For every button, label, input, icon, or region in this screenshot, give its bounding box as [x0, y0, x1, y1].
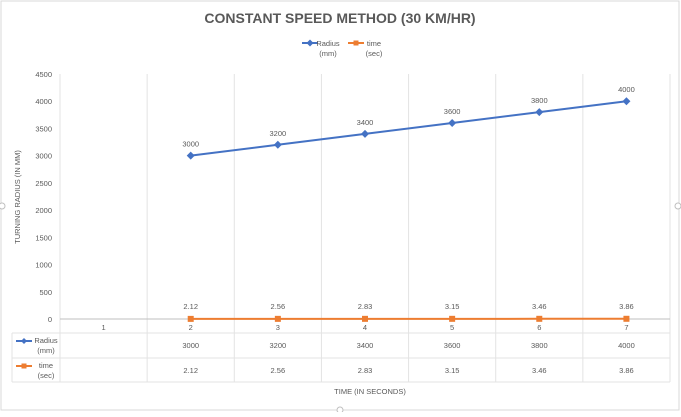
resize-handle-left[interactable]	[0, 203, 5, 209]
table-cell: 2.12	[183, 366, 198, 375]
data-point	[623, 316, 629, 322]
data-label: 4000	[618, 85, 635, 94]
data-label: 3.86	[619, 302, 634, 311]
y-tick-label: 500	[39, 288, 52, 297]
y-tick-label: 4500	[35, 70, 52, 79]
resize-handle-bottom[interactable]	[337, 407, 343, 412]
table-cell: 3.46	[532, 366, 547, 375]
legend-label: (sec)	[366, 49, 383, 58]
legend-label: (mm)	[319, 49, 337, 58]
table-row-header: time	[39, 361, 53, 370]
data-point	[275, 316, 281, 322]
y-tick-label: 2500	[35, 179, 52, 188]
y-tick-label: 2000	[35, 206, 52, 215]
table-legend-marker	[22, 364, 27, 369]
chart-title: CONSTANT SPEED METHOD (30 KM/HR)	[204, 10, 475, 26]
table-cell: 3800	[531, 341, 548, 350]
table-cell: 3000	[182, 341, 199, 350]
x-tick-label: 4	[363, 323, 367, 332]
y-tick-label: 0	[48, 315, 52, 324]
data-label: 3.15	[445, 302, 460, 311]
data-point	[188, 316, 194, 322]
data-label: 3600	[444, 107, 461, 116]
data-label: 3400	[357, 118, 374, 127]
table-row-header: Radius	[34, 336, 58, 345]
chart-border	[1, 1, 679, 410]
data-label: 3800	[531, 96, 548, 105]
x-axis-label: TIME (IN SECONDS)	[334, 387, 406, 396]
legend-label: time	[367, 39, 381, 48]
table-cell: 2.56	[271, 366, 286, 375]
y-axis-label: TURNING RADIUS (IN MM)	[13, 150, 22, 244]
legend-label: Radius	[316, 39, 340, 48]
data-label: 3000	[182, 140, 199, 149]
table-cell: 3.15	[445, 366, 460, 375]
resize-handle-right[interactable]	[675, 203, 681, 209]
data-point	[362, 316, 368, 322]
data-point	[449, 316, 455, 322]
data-label: 3200	[270, 129, 287, 138]
table-cell: 2.83	[358, 366, 373, 375]
legend-marker	[354, 41, 359, 46]
x-tick-label: 3	[276, 323, 280, 332]
y-tick-label: 4000	[35, 97, 52, 106]
data-point	[536, 316, 542, 322]
x-tick-label: 1	[101, 323, 105, 332]
table-cell: 3200	[270, 341, 287, 350]
x-tick-label: 7	[624, 323, 628, 332]
table-row-header: (sec)	[38, 371, 55, 380]
x-tick-label: 5	[450, 323, 454, 332]
data-label: 2.56	[271, 302, 286, 311]
table-cell: 3400	[357, 341, 374, 350]
table-cell: 3600	[444, 341, 461, 350]
y-tick-label: 1500	[35, 233, 52, 242]
data-label: 2.83	[358, 302, 373, 311]
x-tick-label: 2	[189, 323, 193, 332]
y-tick-label: 1000	[35, 261, 52, 270]
data-label: 3.46	[532, 302, 547, 311]
table-row-header: (mm)	[37, 346, 55, 355]
x-tick-label: 6	[537, 323, 541, 332]
y-tick-label: 3500	[35, 124, 52, 133]
data-label: 2.12	[183, 302, 198, 311]
table-cell: 4000	[618, 341, 635, 350]
table-cell: 3.86	[619, 366, 634, 375]
y-tick-label: 3000	[35, 152, 52, 161]
